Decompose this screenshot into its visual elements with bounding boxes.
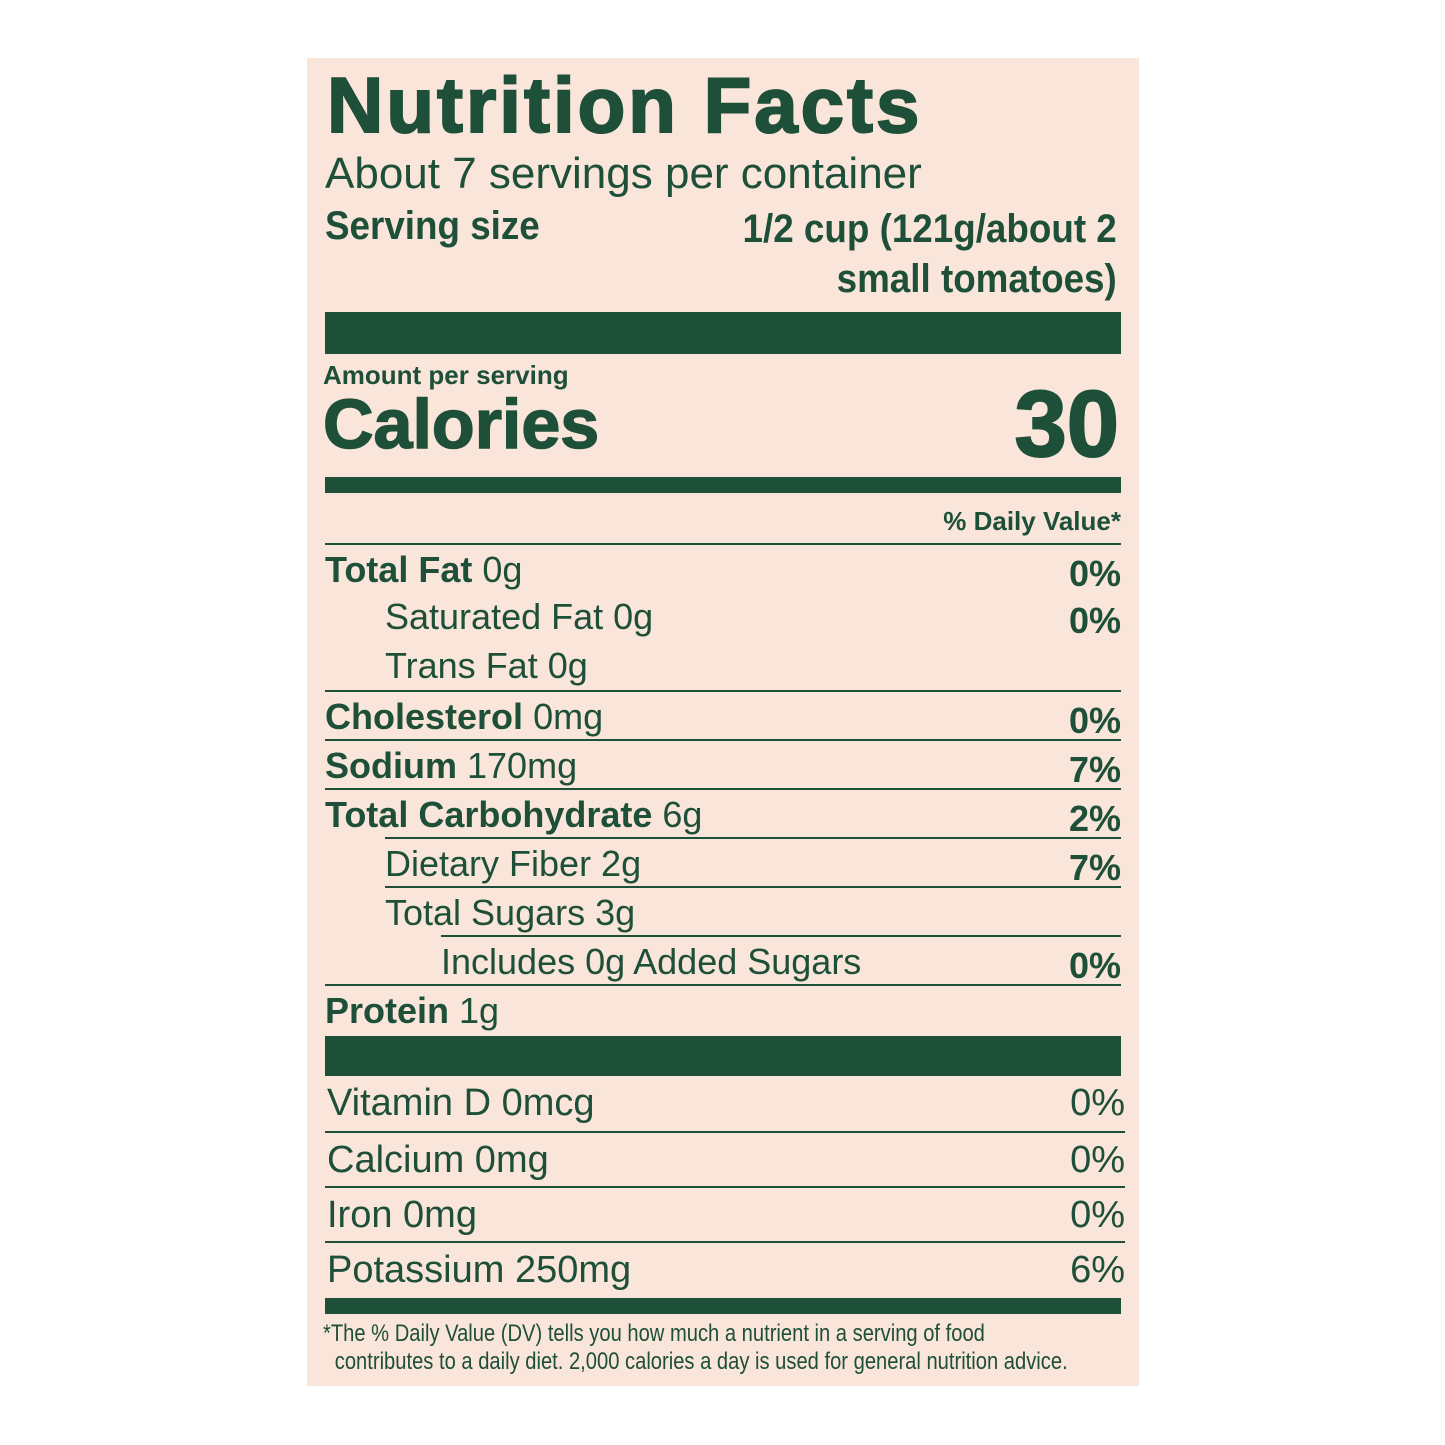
nutrient-amount: 6g [662, 794, 703, 835]
vitamin-row-iron: Iron 0mg 0% [325, 1186, 1125, 1241]
nutrient-dv: 7% [1068, 749, 1121, 790]
serving-size-value-line2: small tomatoes) [836, 257, 1117, 301]
nutrient-amount: 1g [459, 990, 500, 1031]
daily-value-header: % Daily Value* [943, 506, 1121, 536]
vitamin-dv: 0% [1070, 1194, 1125, 1236]
nutrient-amount: 170mg [467, 745, 578, 786]
nutrient-dv: 0% [1068, 700, 1121, 741]
vitamin-name: Iron 0mg [327, 1194, 477, 1236]
nutrient-dv: 2% [1068, 798, 1121, 839]
nutrient-dv: 7% [1068, 847, 1121, 888]
serving-size-label: Serving size [325, 204, 540, 248]
serving-size-value-line1: 1/2 cup (121g/about 2 [742, 207, 1117, 251]
vitamin-name: Calcium 0mg [327, 1139, 549, 1181]
nutrient-name: Total Sugars 3g [385, 892, 636, 933]
nutrient-row-added-sugars: Includes 0g Added Sugars 0% [441, 935, 1121, 986]
vitamin-row-calcium: Calcium 0mg 0% [325, 1131, 1125, 1186]
footnote-line1: *The % Daily Value (DV) tells you how mu… [323, 1320, 985, 1347]
footnote: *The % Daily Value (DV) tells you how mu… [323, 1320, 1068, 1376]
nutrient-row-sodium: Sodium 170mg 7% [325, 739, 1121, 790]
amount-per-serving: Amount per serving [323, 360, 569, 390]
nutrient-dv: 0% [1068, 600, 1121, 641]
nutrient-name: Trans Fat 0g [385, 645, 588, 686]
nutrient-row-total-fat: Total Fat 0g 0% [325, 543, 1121, 594]
nutrient-dv: 0% [1068, 945, 1121, 986]
nutrient-dv: 0% [1068, 553, 1121, 594]
servings-per-container: About 7 servings per container [325, 149, 922, 198]
thick-divider-top [325, 312, 1121, 354]
nutrient-name: Total Carbohydrate [325, 794, 653, 835]
nutrient-row-total-sugars: Total Sugars 3g [385, 886, 1121, 935]
nutrient-amount: 0mg [533, 696, 604, 737]
thick-divider-vitamins [325, 1036, 1121, 1076]
vitamin-dv: 0% [1070, 1139, 1125, 1181]
calories-value: 30 [1013, 370, 1120, 477]
vitamin-name: Potassium 250mg [327, 1249, 632, 1291]
vitamin-dv: 6% [1070, 1249, 1125, 1291]
vitamin-row-vitamin-d: Vitamin D 0mcg 0% [325, 1076, 1125, 1131]
nutrient-name: Protein [325, 990, 450, 1031]
thick-divider-bottom [325, 1298, 1121, 1314]
nutrient-row-protein: Protein 1g [325, 984, 1121, 1033]
label-title: Nutrition Facts [326, 60, 923, 150]
serving-size-value: 1/2 cup (121g/about 2 small tomatoes) [743, 204, 1117, 304]
nutrient-name: Cholesterol [325, 696, 524, 737]
calories-label: Calories [322, 384, 600, 464]
nutrient-row-dietary-fiber: Dietary Fiber 2g 7% [385, 837, 1121, 888]
nutrient-name: Sodium [325, 745, 457, 786]
nutrient-list: Total Fat 0g 0% Saturated Fat 0g 0% Tran… [325, 543, 1121, 1033]
thick-divider-calories [325, 477, 1121, 493]
vitamin-row-potassium: Potassium 250mg 6% [325, 1241, 1125, 1296]
nutrient-row-cholesterol: Cholesterol 0mg 0% [325, 690, 1121, 741]
vitamin-name: Vitamin D 0mcg [327, 1082, 595, 1124]
nutrient-name: Dietary Fiber 2g [385, 843, 642, 884]
nutrient-row-total-carbohydrate: Total Carbohydrate 6g 2% [325, 788, 1121, 839]
vitamin-list: Vitamin D 0mcg 0% Calcium 0mg 0% Iron 0m… [325, 1076, 1125, 1296]
nutrient-name: Includes 0g Added Sugars [441, 941, 862, 982]
nutrient-row-saturated-fat: Saturated Fat 0g 0% [325, 592, 1121, 641]
vitamin-dv: 0% [1070, 1082, 1125, 1124]
nutrient-amount: 0g [482, 549, 523, 590]
nutrition-label: Nutrition Facts About 7 servings per con… [307, 58, 1139, 1386]
nutrient-name: Total Fat [325, 549, 473, 590]
footnote-line2: contributes to a daily diet. 2,000 calor… [334, 1348, 1068, 1375]
nutrient-name: Saturated Fat 0g [385, 596, 654, 637]
nutrient-row-trans-fat: Trans Fat 0g [325, 641, 1121, 690]
